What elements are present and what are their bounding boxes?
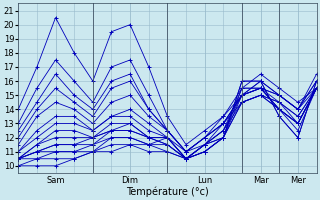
X-axis label: Température (°c): Température (°c) bbox=[126, 186, 209, 197]
